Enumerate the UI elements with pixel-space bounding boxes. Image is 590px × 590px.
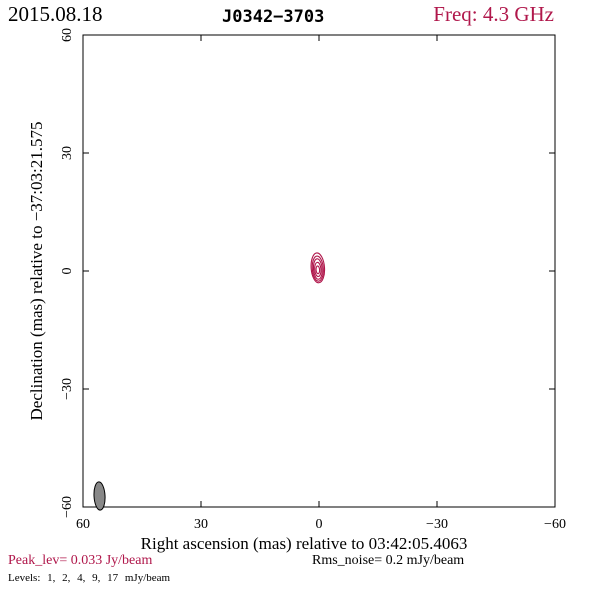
y-tick-label: 30 bbox=[60, 146, 75, 160]
rms-noise: Rms_noise= 0.2 mJy/beam bbox=[312, 553, 465, 568]
plot-frame bbox=[82, 34, 556, 508]
peak-level: Peak_lev= 0.033 Jy/beam bbox=[8, 553, 153, 568]
contour-level-9 bbox=[314, 261, 322, 278]
x-tick-label: 60 bbox=[76, 517, 90, 532]
contour-level-1 bbox=[310, 252, 326, 284]
source-name: J0342−3703 bbox=[222, 7, 325, 27]
x-tick-label: −30 bbox=[426, 517, 448, 532]
y-tick-label: 60 bbox=[60, 28, 75, 42]
contour-levels: Levels: 1, 2, 4, 9, 17 mJy/beam bbox=[8, 572, 171, 584]
y-tick-label: −30 bbox=[60, 378, 75, 400]
beam-ellipse bbox=[93, 481, 106, 511]
x-axis-label: Right ascension (mas) relative to 03:42:… bbox=[141, 534, 468, 553]
contour-level-2 bbox=[311, 255, 324, 282]
y-axis-label: Declination (mas) relative to −37:03:21.… bbox=[27, 122, 46, 421]
frequency-label: Freq: 4.3 GHz bbox=[433, 2, 554, 26]
tick-marks bbox=[82, 34, 556, 508]
contour-level-4 bbox=[312, 258, 323, 280]
y-tick-label: −60 bbox=[60, 496, 75, 518]
y-tick-label: 0 bbox=[60, 268, 75, 275]
contour-level-17 bbox=[315, 265, 321, 275]
contour-group bbox=[310, 252, 326, 284]
x-tick-label: 0 bbox=[316, 517, 323, 532]
x-tick-label: 30 bbox=[194, 517, 208, 532]
beam-group bbox=[93, 481, 106, 511]
observation-date: 2015.08.18 bbox=[8, 2, 103, 26]
x-tick-label: −60 bbox=[544, 517, 566, 532]
